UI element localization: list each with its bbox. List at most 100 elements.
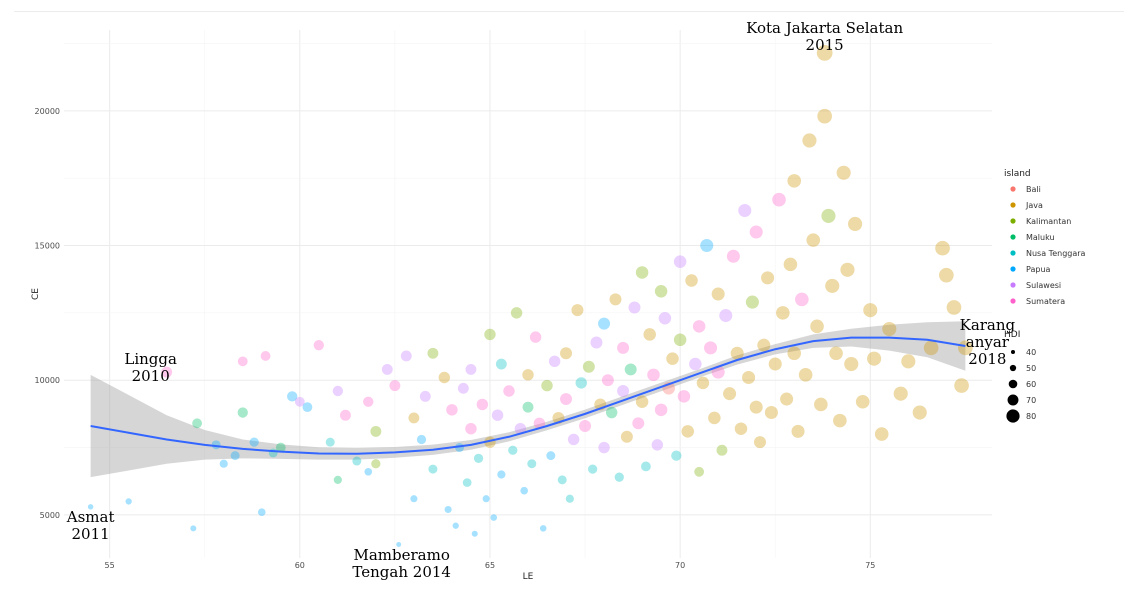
annotation-line: anyar	[966, 333, 1010, 351]
confidence-ribbon	[90, 321, 966, 478]
data-point	[658, 311, 672, 325]
legend: island Bali Java Kalimantan Maluku Nusa Teng…	[1004, 169, 1086, 423]
data-point	[761, 271, 775, 285]
data-point	[428, 464, 438, 474]
data-point	[635, 395, 649, 409]
annotation-line: 2015	[806, 36, 844, 54]
size-legend-dot	[1011, 350, 1015, 354]
data-point	[730, 346, 744, 360]
data-point	[673, 255, 687, 268]
data-point	[438, 371, 451, 384]
size-legend-title: HDI	[1004, 330, 1020, 340]
data-point	[427, 347, 439, 359]
data-point	[452, 522, 459, 529]
data-point	[749, 400, 763, 414]
size-legend-label: 40	[1026, 348, 1036, 357]
axis-ticks: 55 60 65 70 75 5000 10000 15000 20000	[35, 107, 876, 570]
x-tick-label: 55	[105, 561, 115, 570]
data-point	[893, 386, 908, 401]
data-point	[685, 274, 698, 287]
legend-key-dot	[1010, 298, 1016, 304]
size-legend-label: 60	[1026, 380, 1036, 389]
data-point	[958, 340, 973, 356]
data-point	[768, 357, 782, 371]
data-point	[396, 542, 402, 548]
data-point	[605, 406, 618, 419]
x-tick-label: 60	[295, 561, 305, 570]
data-point	[444, 505, 452, 514]
data-point	[588, 464, 598, 474]
data-point	[575, 377, 587, 389]
data-point	[363, 396, 374, 407]
data-point	[539, 525, 547, 532]
data-point	[471, 530, 478, 537]
data-point	[522, 401, 534, 413]
data-point	[923, 340, 939, 356]
data-point	[598, 317, 611, 330]
size-legend-label: 80	[1026, 412, 1036, 421]
y-tick-label: 10000	[35, 376, 60, 385]
data-point	[791, 424, 805, 438]
data-point	[711, 287, 725, 301]
data-point	[749, 225, 763, 239]
data-point	[666, 352, 679, 365]
data-point	[601, 374, 614, 387]
data-point	[745, 295, 759, 309]
data-point	[643, 328, 656, 341]
data-point	[624, 363, 637, 376]
data-point	[465, 422, 477, 435]
data-point	[497, 470, 506, 479]
data-point	[410, 495, 418, 503]
data-point	[681, 425, 694, 438]
data-point	[692, 320, 706, 333]
annotation-line: Lingga	[124, 350, 177, 368]
legend-key-dot	[1010, 186, 1016, 192]
data-point	[371, 459, 381, 469]
data-point	[757, 338, 771, 352]
data-point	[408, 412, 420, 424]
data-point	[313, 340, 324, 351]
top-divider	[14, 11, 1124, 12]
data-point	[704, 341, 718, 355]
data-point	[716, 444, 728, 456]
data-point	[783, 257, 798, 272]
data-point	[677, 390, 691, 403]
data-point	[946, 300, 962, 315]
data-point	[389, 380, 401, 392]
legend-entry-label: Kalimantan	[1026, 217, 1071, 226]
data-point	[446, 404, 458, 416]
data-point	[620, 430, 633, 443]
data-point	[237, 407, 248, 418]
data-point	[582, 360, 595, 373]
annotations: Kota Jakarta Selatan 2015 Lingga 2010 Karang…	[66, 19, 1016, 581]
data-point	[628, 301, 641, 314]
data-point	[161, 366, 173, 378]
smooth-curve	[90, 336, 966, 455]
data-point	[651, 439, 664, 451]
data-point	[855, 394, 870, 409]
data-point	[495, 358, 507, 370]
data-point	[802, 133, 817, 148]
data-point	[381, 363, 393, 375]
data-point	[939, 267, 954, 283]
data-point	[833, 413, 847, 428]
data-point	[230, 451, 240, 461]
data-point	[260, 351, 271, 361]
data-point	[723, 387, 737, 401]
data-point	[912, 405, 927, 420]
smooth-line	[90, 336, 966, 455]
data-point	[257, 508, 266, 517]
data-point	[614, 472, 624, 482]
data-point	[249, 437, 259, 447]
data-point	[268, 448, 278, 458]
data-point	[579, 420, 592, 432]
data-point	[825, 278, 840, 293]
legend-entry-label: Sumatera	[1026, 297, 1065, 306]
data-point	[287, 391, 298, 402]
data-point	[954, 378, 969, 393]
data-point	[689, 357, 702, 371]
annotation-line: 2018	[968, 350, 1006, 368]
data-point	[87, 504, 94, 510]
point-annotation: Asmat 2011	[66, 508, 115, 543]
points	[87, 45, 973, 548]
